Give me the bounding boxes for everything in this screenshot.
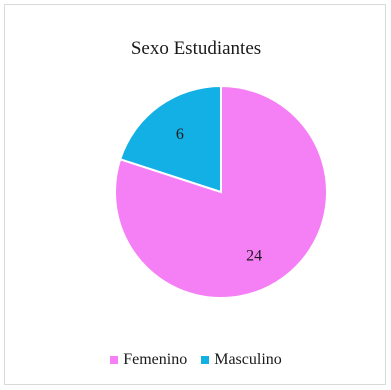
data-label-masculino: 6 <box>176 126 184 143</box>
pie-chart: 24 6 <box>114 84 328 299</box>
chart-frame: Sexo Estudiantes 24 6 Femenino Masculino <box>4 4 386 385</box>
legend-label-femenino: Femenino <box>123 351 188 368</box>
data-label-femenino: 24 <box>246 247 262 264</box>
legend-item-masculino: Masculino <box>201 351 282 369</box>
pie-slice-femenino <box>114 84 328 299</box>
pie-slice-masculino <box>118 84 222 194</box>
legend-label-masculino: Masculino <box>214 351 282 368</box>
legend-swatch-masculino <box>201 356 210 364</box>
legend-swatch-femenino <box>110 356 119 364</box>
legend: Femenino Masculino <box>5 351 387 369</box>
legend-item-femenino: Femenino <box>110 351 187 369</box>
chart-title: Sexo Estudiantes <box>130 38 262 59</box>
